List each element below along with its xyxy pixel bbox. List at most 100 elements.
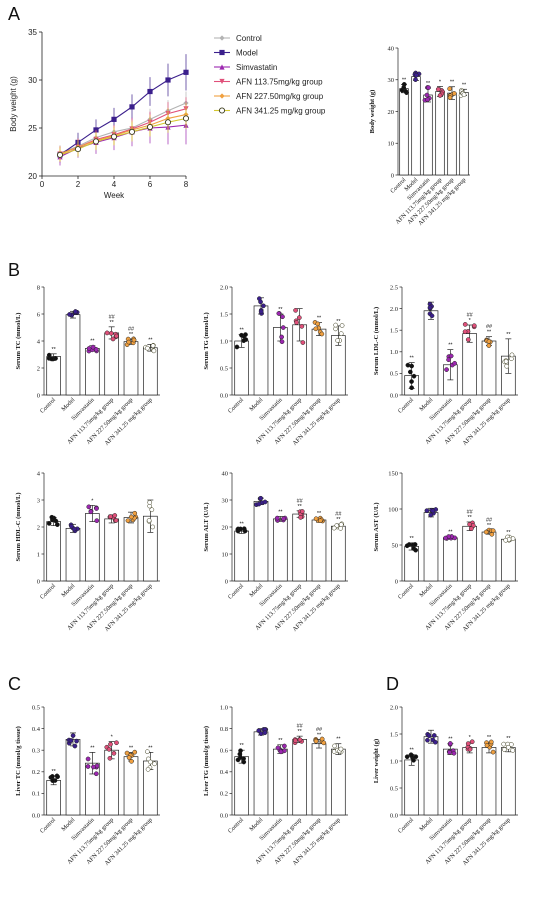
bar xyxy=(423,512,439,582)
bar xyxy=(234,756,249,816)
legend-label: AFN 341.25 mg/kg group xyxy=(236,107,326,116)
bar-data-point xyxy=(145,766,151,772)
panel-letter-b: B xyxy=(8,260,20,280)
bar-data-point xyxy=(282,743,287,749)
bar-data-point xyxy=(428,512,434,518)
bar-x-tick-label: Model xyxy=(248,582,265,599)
bar-significance-label: ** xyxy=(506,530,511,536)
bar-y-tick-label: 0.4 xyxy=(32,726,41,733)
bar-x-tick-label: Model xyxy=(248,816,265,833)
bar-significance-label: ** xyxy=(298,504,303,510)
line-point xyxy=(92,138,100,145)
bar-data-point xyxy=(462,322,468,327)
bar-data-point xyxy=(409,363,414,369)
bar xyxy=(46,356,61,396)
bar xyxy=(46,521,61,582)
bar-significance-label: ** xyxy=(487,523,492,529)
bar-y-tick-label: 0.3 xyxy=(32,748,40,755)
bar-significance-label: ** xyxy=(278,509,283,515)
bar-significance-label: ** xyxy=(448,529,453,535)
bar-data-point xyxy=(114,333,119,339)
bar-y-tick-label: 0.1 xyxy=(32,791,40,798)
bar-y-axis-label: Serum TG (mmol/L) xyxy=(203,312,210,369)
bar-data-point xyxy=(152,761,157,767)
bar-data-point xyxy=(335,338,340,343)
bar xyxy=(273,748,288,816)
bar-data-point xyxy=(471,323,477,329)
bar-y-tick-label: 0.5 xyxy=(220,365,228,372)
bar-significance-label: ## xyxy=(297,724,304,730)
bar-data-point xyxy=(490,749,496,755)
bar-y-axis-label: Liver weight (g) xyxy=(373,739,380,783)
bar-data-point xyxy=(338,331,344,337)
bar xyxy=(311,743,327,816)
bar-data-point xyxy=(467,522,472,527)
bar-data-point xyxy=(50,778,56,784)
bar-significance-label: ** xyxy=(148,337,153,343)
legend-marker xyxy=(219,93,225,99)
bar-significance-label: ## xyxy=(335,512,342,518)
bar-data-point xyxy=(146,518,152,523)
bar xyxy=(462,333,477,396)
bar-data-point xyxy=(70,733,76,738)
line-point xyxy=(182,115,190,122)
bar xyxy=(443,748,458,816)
bar xyxy=(104,749,119,816)
bar-data-point xyxy=(313,516,319,522)
bar-data-point xyxy=(503,537,509,543)
bar-data-point xyxy=(124,750,130,756)
bar-data-point xyxy=(113,518,119,523)
bar xyxy=(481,747,497,816)
bar-significance-label: ** xyxy=(448,737,453,743)
line-series-4 xyxy=(59,114,187,155)
bar-significance-label: ** xyxy=(410,356,415,362)
line-x-axis-label: Week xyxy=(104,191,125,200)
bar-data-point xyxy=(125,518,131,524)
bar-x-tick-label: Model xyxy=(418,816,435,833)
bar-data-point xyxy=(94,506,99,511)
bar xyxy=(435,91,445,176)
bar-data-point xyxy=(465,337,471,342)
bar-y-tick-label: 20 xyxy=(388,109,395,116)
bar-data-point xyxy=(110,336,116,342)
bar-data-point xyxy=(448,353,454,359)
bar-data-point xyxy=(319,736,325,742)
bar xyxy=(447,92,457,176)
bar-x-tick-label: Control xyxy=(227,816,246,835)
bar xyxy=(292,739,307,816)
bar-data-point xyxy=(93,771,99,777)
bar-data-point xyxy=(94,518,100,524)
bar-data-point xyxy=(413,72,419,78)
bar-data-point xyxy=(71,526,77,532)
bar-data-point xyxy=(145,345,150,351)
bar xyxy=(253,501,269,582)
bar-data-point xyxy=(321,740,327,746)
bar-data-point xyxy=(88,509,94,515)
bar-y-tick-label: 2 xyxy=(37,365,40,372)
bar-y-tick-label: 0.2 xyxy=(220,791,228,798)
bar-significance-label: ## xyxy=(128,326,135,332)
bar-data-point xyxy=(313,738,319,744)
bar xyxy=(85,348,100,396)
bar-y-axis-label: Liver TG (mmol/g tissue) xyxy=(203,726,210,796)
bar-significance-label: ** xyxy=(240,743,245,749)
bar xyxy=(104,518,119,582)
bar xyxy=(404,759,419,816)
bar-data-point xyxy=(67,312,72,317)
bar-y-tick-label: 0.2 xyxy=(32,769,40,776)
bar-x-tick-label: Control xyxy=(39,582,58,601)
bar xyxy=(399,88,409,176)
bar-data-point xyxy=(46,352,52,358)
bar-data-point xyxy=(465,741,471,747)
bar-y-tick-label: 20 xyxy=(222,524,229,531)
bar-data-point xyxy=(256,501,262,507)
bar-data-point xyxy=(332,743,337,749)
bar-y-tick-label: 1.0 xyxy=(220,704,228,711)
bar-data-point xyxy=(107,755,113,761)
bar xyxy=(423,310,439,396)
bar-y-tick-label: 30 xyxy=(388,77,395,84)
legend-marker xyxy=(219,49,225,56)
bar-x-tick-label: Model xyxy=(60,816,77,833)
bar-data-point xyxy=(150,524,156,530)
bar-data-point xyxy=(150,343,156,349)
